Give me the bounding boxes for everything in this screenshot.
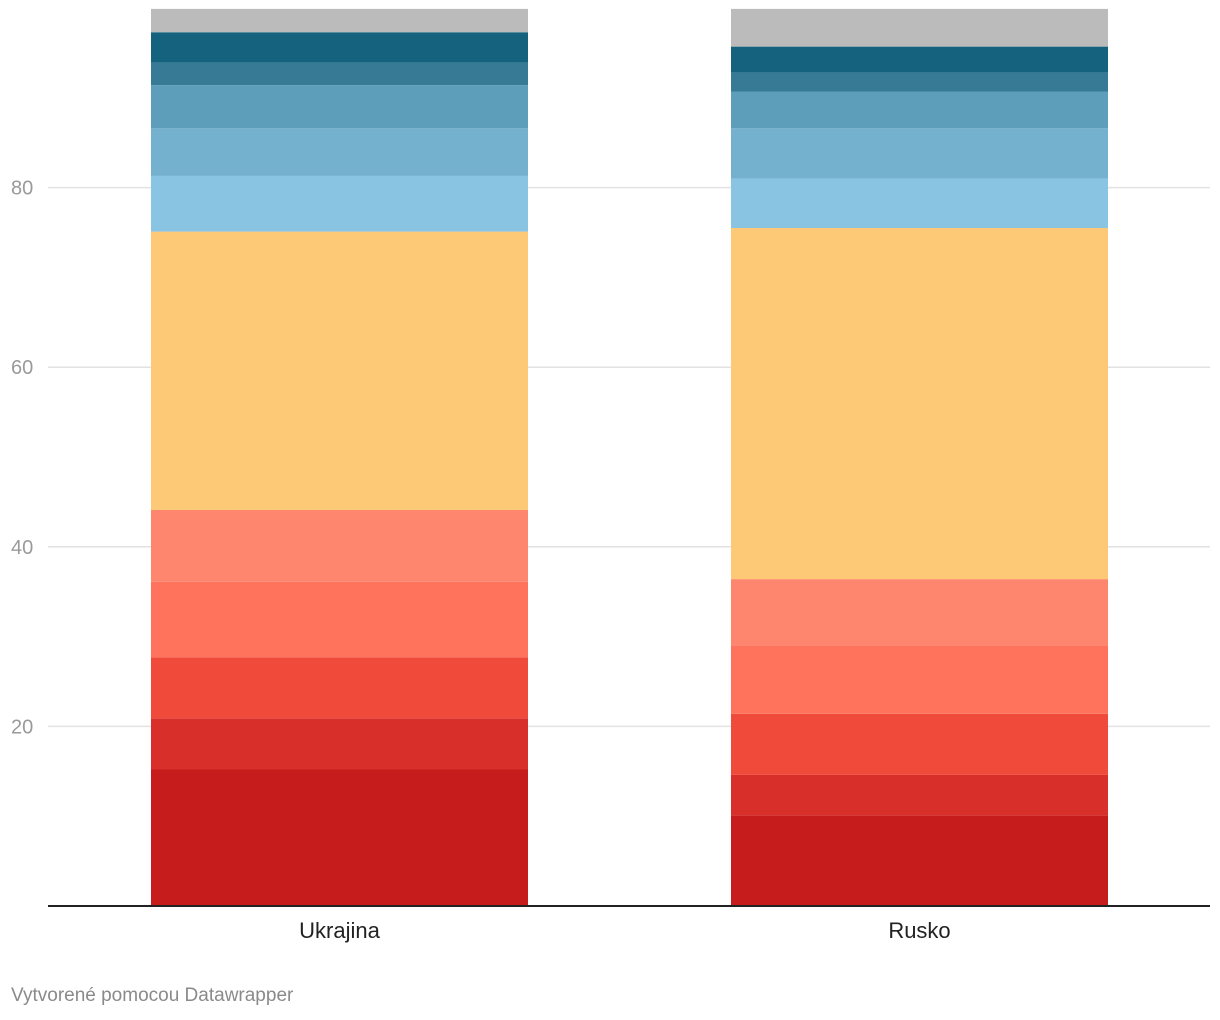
bar-segment-rusko-9 xyxy=(731,91,1108,129)
bar-segment-ukrajina-4 xyxy=(151,581,528,658)
bar-segment-rusko-4 xyxy=(731,645,1108,714)
bar-segment-ukrajina-2 xyxy=(151,718,528,770)
bar-segment-rusko-5 xyxy=(731,579,1108,646)
bar-segment-ukrajina-1 xyxy=(151,769,528,906)
bar-segment-ukrajina-7 xyxy=(151,175,528,232)
bar-segment-rusko-1 xyxy=(731,815,1108,906)
bar-segment-ukrajina-12 xyxy=(151,8,528,33)
x-category-label-ukrajina: Ukrajina xyxy=(299,918,380,943)
bar-segment-rusko-2 xyxy=(731,774,1108,816)
bar-segment-rusko-11 xyxy=(731,46,1108,73)
bar-segment-rusko-6 xyxy=(731,228,1108,580)
y-tick-label-60: 60 xyxy=(11,357,33,379)
bar-segment-ukrajina-9 xyxy=(151,85,528,129)
bar-segment-ukrajina-3 xyxy=(151,657,528,719)
y-tick-label-20: 20 xyxy=(11,716,33,738)
bar-segment-rusko-7 xyxy=(731,178,1108,229)
footer-credit: Vytvorené pomocou Datawrapper xyxy=(11,985,294,1006)
bar-segment-ukrajina-6 xyxy=(151,231,528,510)
bar-segment-ukrajina-11 xyxy=(151,32,528,63)
bar-segment-ukrajina-10 xyxy=(151,62,528,86)
bar-segment-rusko-3 xyxy=(731,713,1108,775)
bar-segment-rusko-10 xyxy=(731,72,1108,92)
y-tick-label-80: 80 xyxy=(11,178,33,200)
y-tick-label-40: 40 xyxy=(11,537,33,559)
bar-segment-ukrajina-5 xyxy=(151,509,528,582)
stacked-bar-chart: 20 40 60 80 Ukrajina Rusko xyxy=(11,8,1210,943)
bar-segment-rusko-12 xyxy=(731,8,1108,47)
x-category-label-rusko: Rusko xyxy=(888,918,950,943)
bar-segment-ukrajina-8 xyxy=(151,128,528,176)
bar-segment-rusko-8 xyxy=(731,128,1108,179)
